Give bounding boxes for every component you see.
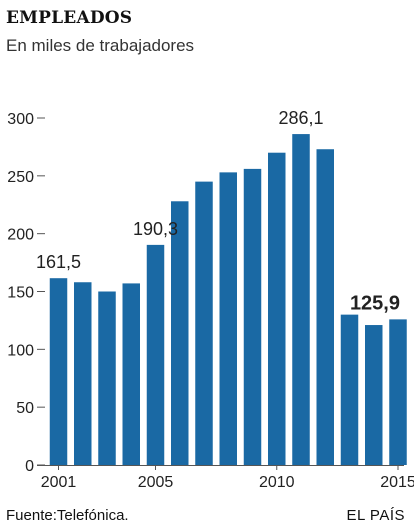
bar [146, 244, 165, 465]
y-tick-label: 250 [7, 169, 34, 186]
bar [389, 319, 407, 465]
bar [365, 325, 383, 465]
brand-logo: EL PAÍS [346, 507, 405, 524]
y-tick-label: 0 [25, 458, 34, 475]
x-tick-label: 2001 [41, 474, 77, 491]
y-tick-label: 300 [7, 111, 34, 128]
bar [74, 282, 92, 465]
bar [316, 149, 334, 466]
y-tick-label: 50 [16, 400, 34, 417]
bar [98, 291, 116, 465]
bar [243, 168, 262, 466]
chart-title: EMPLEADOS [6, 8, 133, 28]
bar [195, 181, 213, 465]
x-tick-label: 2010 [259, 474, 295, 491]
bar [49, 278, 68, 465]
bar [268, 152, 286, 465]
y-tick-label: 200 [7, 227, 34, 244]
data-label: 161,5 [36, 252, 81, 272]
bar [122, 283, 140, 465]
y-tick-label: 150 [7, 285, 34, 302]
chart-source: Fuente:Telefónica. [6, 507, 129, 524]
bar [292, 134, 310, 465]
x-tick-label: 2015 [380, 474, 414, 491]
bar [171, 201, 189, 465]
data-label: 125,9 [350, 292, 400, 314]
chart-subtitle: En miles de trabajadores [6, 36, 195, 55]
x-tick-label: 2005 [138, 474, 174, 491]
bar [219, 172, 237, 465]
data-label: 286,1 [278, 108, 323, 128]
data-label: 190,3 [133, 219, 178, 239]
y-tick-label: 100 [7, 342, 34, 359]
bar [340, 314, 359, 465]
